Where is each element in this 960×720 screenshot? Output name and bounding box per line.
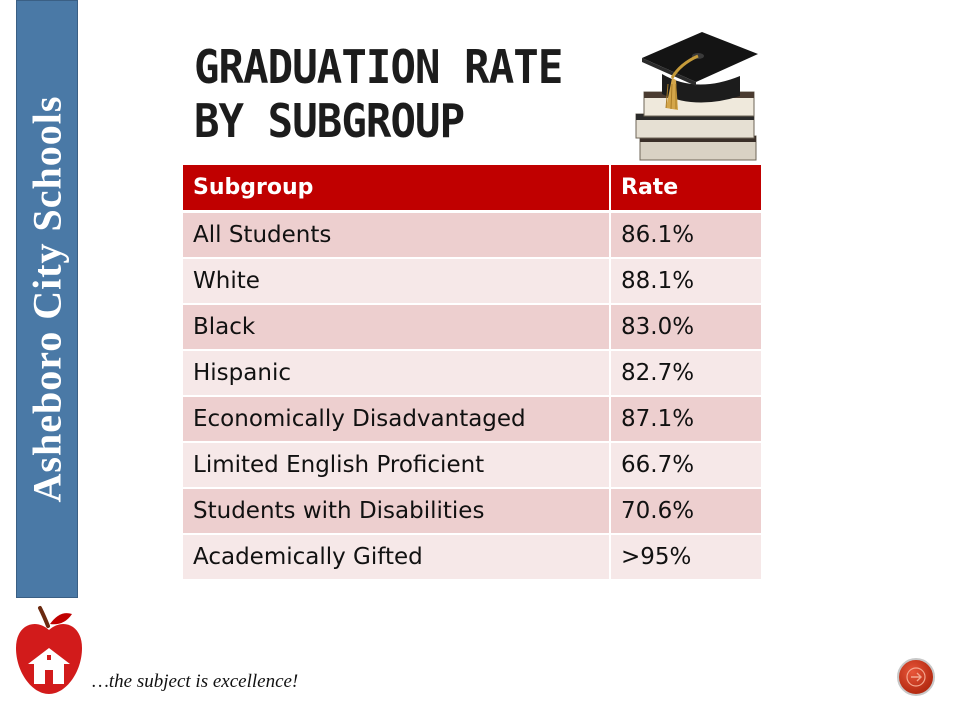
subgroup-cell: Economically Disadvantaged: [183, 396, 611, 443]
sidebar-banner: Asheboro City Schools: [16, 0, 78, 598]
table-row: White 88.1%: [183, 258, 761, 305]
page-title: Graduation Rate by Subgroup: [194, 40, 563, 148]
subgroup-cell: Students with Disabilities: [183, 488, 611, 535]
table-row: Academically Gifted >95%: [183, 534, 761, 581]
table-header-row: Subgroup Rate: [183, 165, 761, 213]
rate-cell: 82.7%: [610, 350, 761, 397]
graduation-rate-table: Subgroup Rate All Students 86.1% White 8…: [183, 165, 761, 581]
subgroup-cell: Hispanic: [183, 350, 611, 397]
subgroup-cell: Academically Gifted: [183, 534, 611, 581]
page-title-line-1: Graduation Rate: [194, 40, 563, 94]
sidebar-school-name: Asheboro City Schools: [24, 95, 70, 503]
tagline: …the subject is excellence!: [92, 671, 299, 692]
table-row: Students with Disabilities 70.6%: [183, 488, 761, 535]
table-row: All Students 86.1%: [183, 211, 761, 259]
rate-cell: 88.1%: [610, 258, 761, 305]
column-header-subgroup: Subgroup: [183, 165, 611, 213]
subgroup-cell: Black: [183, 304, 611, 351]
rate-cell: >95%: [610, 534, 761, 581]
subgroup-cell: White: [183, 258, 611, 305]
subgroup-cell: Limited English Proficient: [183, 442, 611, 489]
table-row: Economically Disadvantaged 87.1%: [183, 396, 761, 443]
rate-cell: 83.0%: [610, 304, 761, 351]
column-header-rate: Rate: [610, 165, 761, 213]
subgroup-cell: All Students: [183, 211, 611, 259]
rate-cell: 66.7%: [610, 442, 761, 489]
rate-cell: 86.1%: [610, 211, 761, 259]
slide-nav-icon: [906, 667, 926, 687]
rate-cell: 87.1%: [610, 396, 761, 443]
apple-schoolhouse-icon: [14, 604, 84, 698]
page-title-line-2: by Subgroup: [194, 94, 465, 148]
graduation-cap-books-icon: [632, 18, 760, 166]
slide-nav-button[interactable]: [897, 658, 935, 696]
rate-cell: 70.6%: [610, 488, 761, 535]
table-row: Black 83.0%: [183, 304, 761, 351]
table-row: Hispanic 82.7%: [183, 350, 761, 397]
table-row: Limited English Proficient 66.7%: [183, 442, 761, 489]
